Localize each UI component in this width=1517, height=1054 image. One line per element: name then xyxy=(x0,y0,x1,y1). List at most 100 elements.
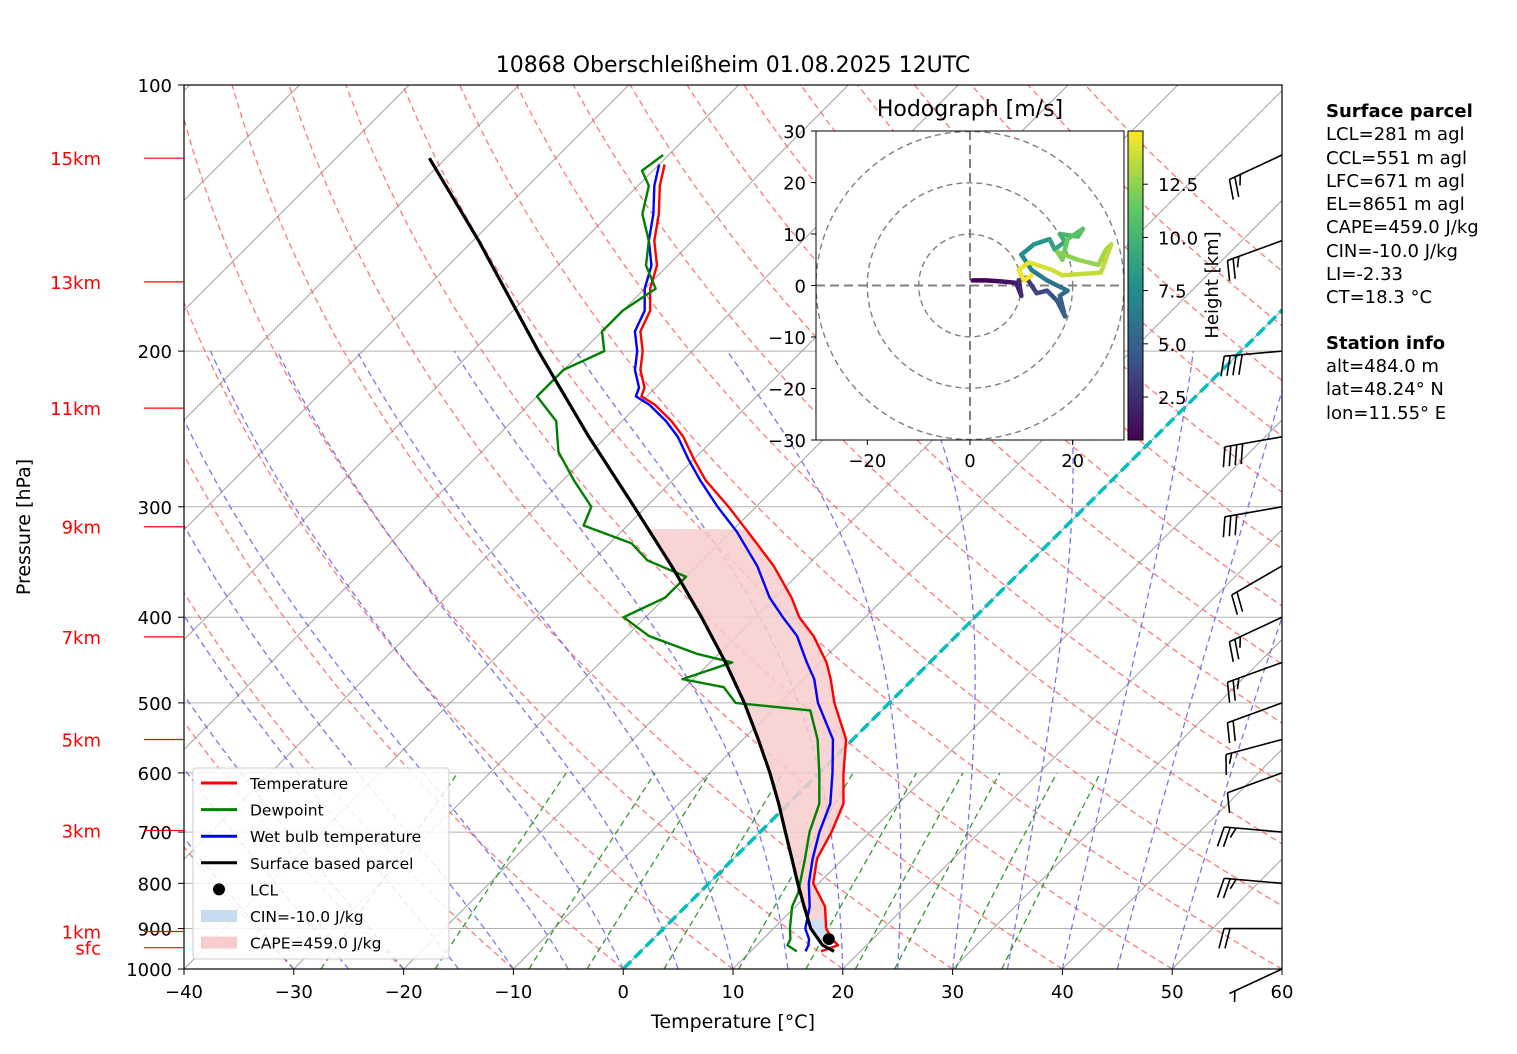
barb-feather xyxy=(1234,514,1238,536)
hodograph-y-label: 20 xyxy=(783,174,806,195)
moist-adiabat xyxy=(1116,388,1282,969)
hodograph-segment xyxy=(1060,270,1104,278)
barb-feather xyxy=(1228,752,1233,764)
wind-barb xyxy=(1216,877,1283,899)
lcl-marker xyxy=(822,933,835,946)
mixing-ratio-line xyxy=(663,772,784,969)
x-tick-label: 50 xyxy=(1161,982,1184,1003)
colorbar-tick-label: 12.5 xyxy=(1158,175,1198,196)
hodograph-segment xyxy=(1016,278,1024,299)
isotherm-line xyxy=(184,85,520,421)
hodograph-segment xyxy=(1057,293,1068,319)
barb-feather xyxy=(1216,878,1225,898)
hodograph-x-label: 20 xyxy=(1061,451,1084,472)
colorbar-tick-label: 10.0 xyxy=(1158,228,1198,249)
barb-feather xyxy=(1229,827,1237,838)
barb-feather xyxy=(1234,444,1238,466)
legend-label: CAPE=459.0 J/kg xyxy=(250,935,381,953)
hodograph-segment xyxy=(1065,226,1086,242)
ct-value: CT=18.3 °C xyxy=(1326,287,1433,309)
x-tick-label: 20 xyxy=(831,982,854,1003)
barb-feather xyxy=(1226,682,1231,703)
barb-staff xyxy=(1231,565,1283,596)
moist-adiabat xyxy=(726,350,902,969)
height-label: 1km xyxy=(62,923,101,944)
hodograph-segment xyxy=(1075,257,1101,268)
barb-staff xyxy=(1227,239,1283,262)
hodograph-segment xyxy=(1044,288,1060,304)
hodograph-segment xyxy=(1098,242,1114,275)
hodograph-segment xyxy=(1055,249,1081,262)
el-value: EL=8651 m agl xyxy=(1326,194,1465,216)
legend-item: LCL xyxy=(213,881,278,899)
barb-feather xyxy=(1226,792,1231,814)
wind-barb xyxy=(1220,350,1283,377)
dry-adiabat xyxy=(184,301,734,969)
legend-item: Temperature xyxy=(201,775,348,793)
legend-item: CAPE=459.0 J/kg xyxy=(201,935,381,953)
barb-feather xyxy=(1228,641,1235,662)
legend-item: CIN=-10.0 J/kg xyxy=(201,908,364,926)
barb-feather xyxy=(1228,515,1232,537)
hodograph-segment xyxy=(1029,267,1050,283)
legend-box xyxy=(192,767,450,960)
height-label: 9km xyxy=(62,518,101,539)
profile-temperature xyxy=(639,164,848,953)
hodograph-inset: Hodograph [m/s] −20 0 20 30 20 10 0 −10 −20 −30 2… xyxy=(768,97,1223,472)
wind-barbs xyxy=(1216,154,1283,1003)
x-tick-label: −10 xyxy=(494,982,532,1003)
barb-feather xyxy=(1218,928,1225,949)
dry-adiabat xyxy=(402,85,1282,969)
wind-barb xyxy=(1226,239,1283,281)
legend-label: Dewpoint xyxy=(250,802,324,820)
surface-parcel-header: Surface parcel xyxy=(1326,101,1473,122)
hodograph-y-label: −20 xyxy=(768,380,806,401)
chart-title: 10868 Oberschleißheim 01.08.2025 12UTC xyxy=(496,53,971,78)
barb-staff xyxy=(1224,826,1283,833)
barb-feather xyxy=(1236,256,1240,268)
wind-barb xyxy=(1228,616,1283,662)
x-axis-label: Temperature [°C] xyxy=(650,1011,815,1033)
isotherm-line xyxy=(842,529,1282,969)
wind-barb xyxy=(1216,826,1283,848)
y-axis-label: Pressure [hPa] xyxy=(13,459,35,595)
mixing-ratio-line xyxy=(854,772,964,969)
barb-staff xyxy=(1227,661,1283,684)
hodograph-segment xyxy=(1024,275,1039,296)
colorbar-tick-label: 5.0 xyxy=(1158,335,1187,356)
barb-feather xyxy=(1232,258,1237,279)
legend-label: Temperature xyxy=(249,775,348,793)
mixing-ratio-line xyxy=(1001,772,1101,969)
barb-feather xyxy=(1226,722,1231,744)
barb-feather xyxy=(1222,516,1226,538)
barb-feather xyxy=(1220,356,1226,377)
y-tick-label: 200 xyxy=(138,342,172,363)
legend-label: Surface based parcel xyxy=(250,855,413,873)
barb-feather xyxy=(1238,354,1243,375)
barb-feather xyxy=(1234,176,1240,198)
wind-barb xyxy=(1226,661,1283,703)
legend-item: Dewpoint xyxy=(201,802,324,820)
hodograph-segment xyxy=(1044,278,1070,293)
colorbar-label: Height [km] xyxy=(1202,231,1223,338)
barb-feather xyxy=(1228,445,1232,467)
x-tick-label: 0 xyxy=(617,982,628,1003)
y-axis-ticks: 100 200 300 400 500 600 700 800 900 1000 xyxy=(126,76,184,981)
legend-item: Surface based parcel xyxy=(201,855,413,873)
wind-barb xyxy=(1229,968,1283,1003)
dry-adiabat xyxy=(459,85,1282,907)
x-axis-ticks: −40 −30 −20 −10 0 10 20 30 40 50 60 xyxy=(165,969,1293,1003)
cape-value: CAPE=459.0 J/kg xyxy=(1326,217,1479,239)
colorbar-tick-label: 7.5 xyxy=(1158,282,1187,303)
barb-staff xyxy=(1229,968,1283,995)
moist-adiabat xyxy=(901,350,976,969)
barb-feather xyxy=(1224,928,1231,949)
colorbar-ticks: 2.5 5.0 7.5 10.0 12.5 xyxy=(1143,175,1198,409)
legend-swatch xyxy=(201,936,237,949)
isotherm-line xyxy=(184,85,630,531)
height-label: 7km xyxy=(62,628,101,649)
wind-barb xyxy=(1218,927,1282,949)
x-tick-label: 30 xyxy=(941,982,964,1003)
wind-barb xyxy=(1228,154,1283,200)
